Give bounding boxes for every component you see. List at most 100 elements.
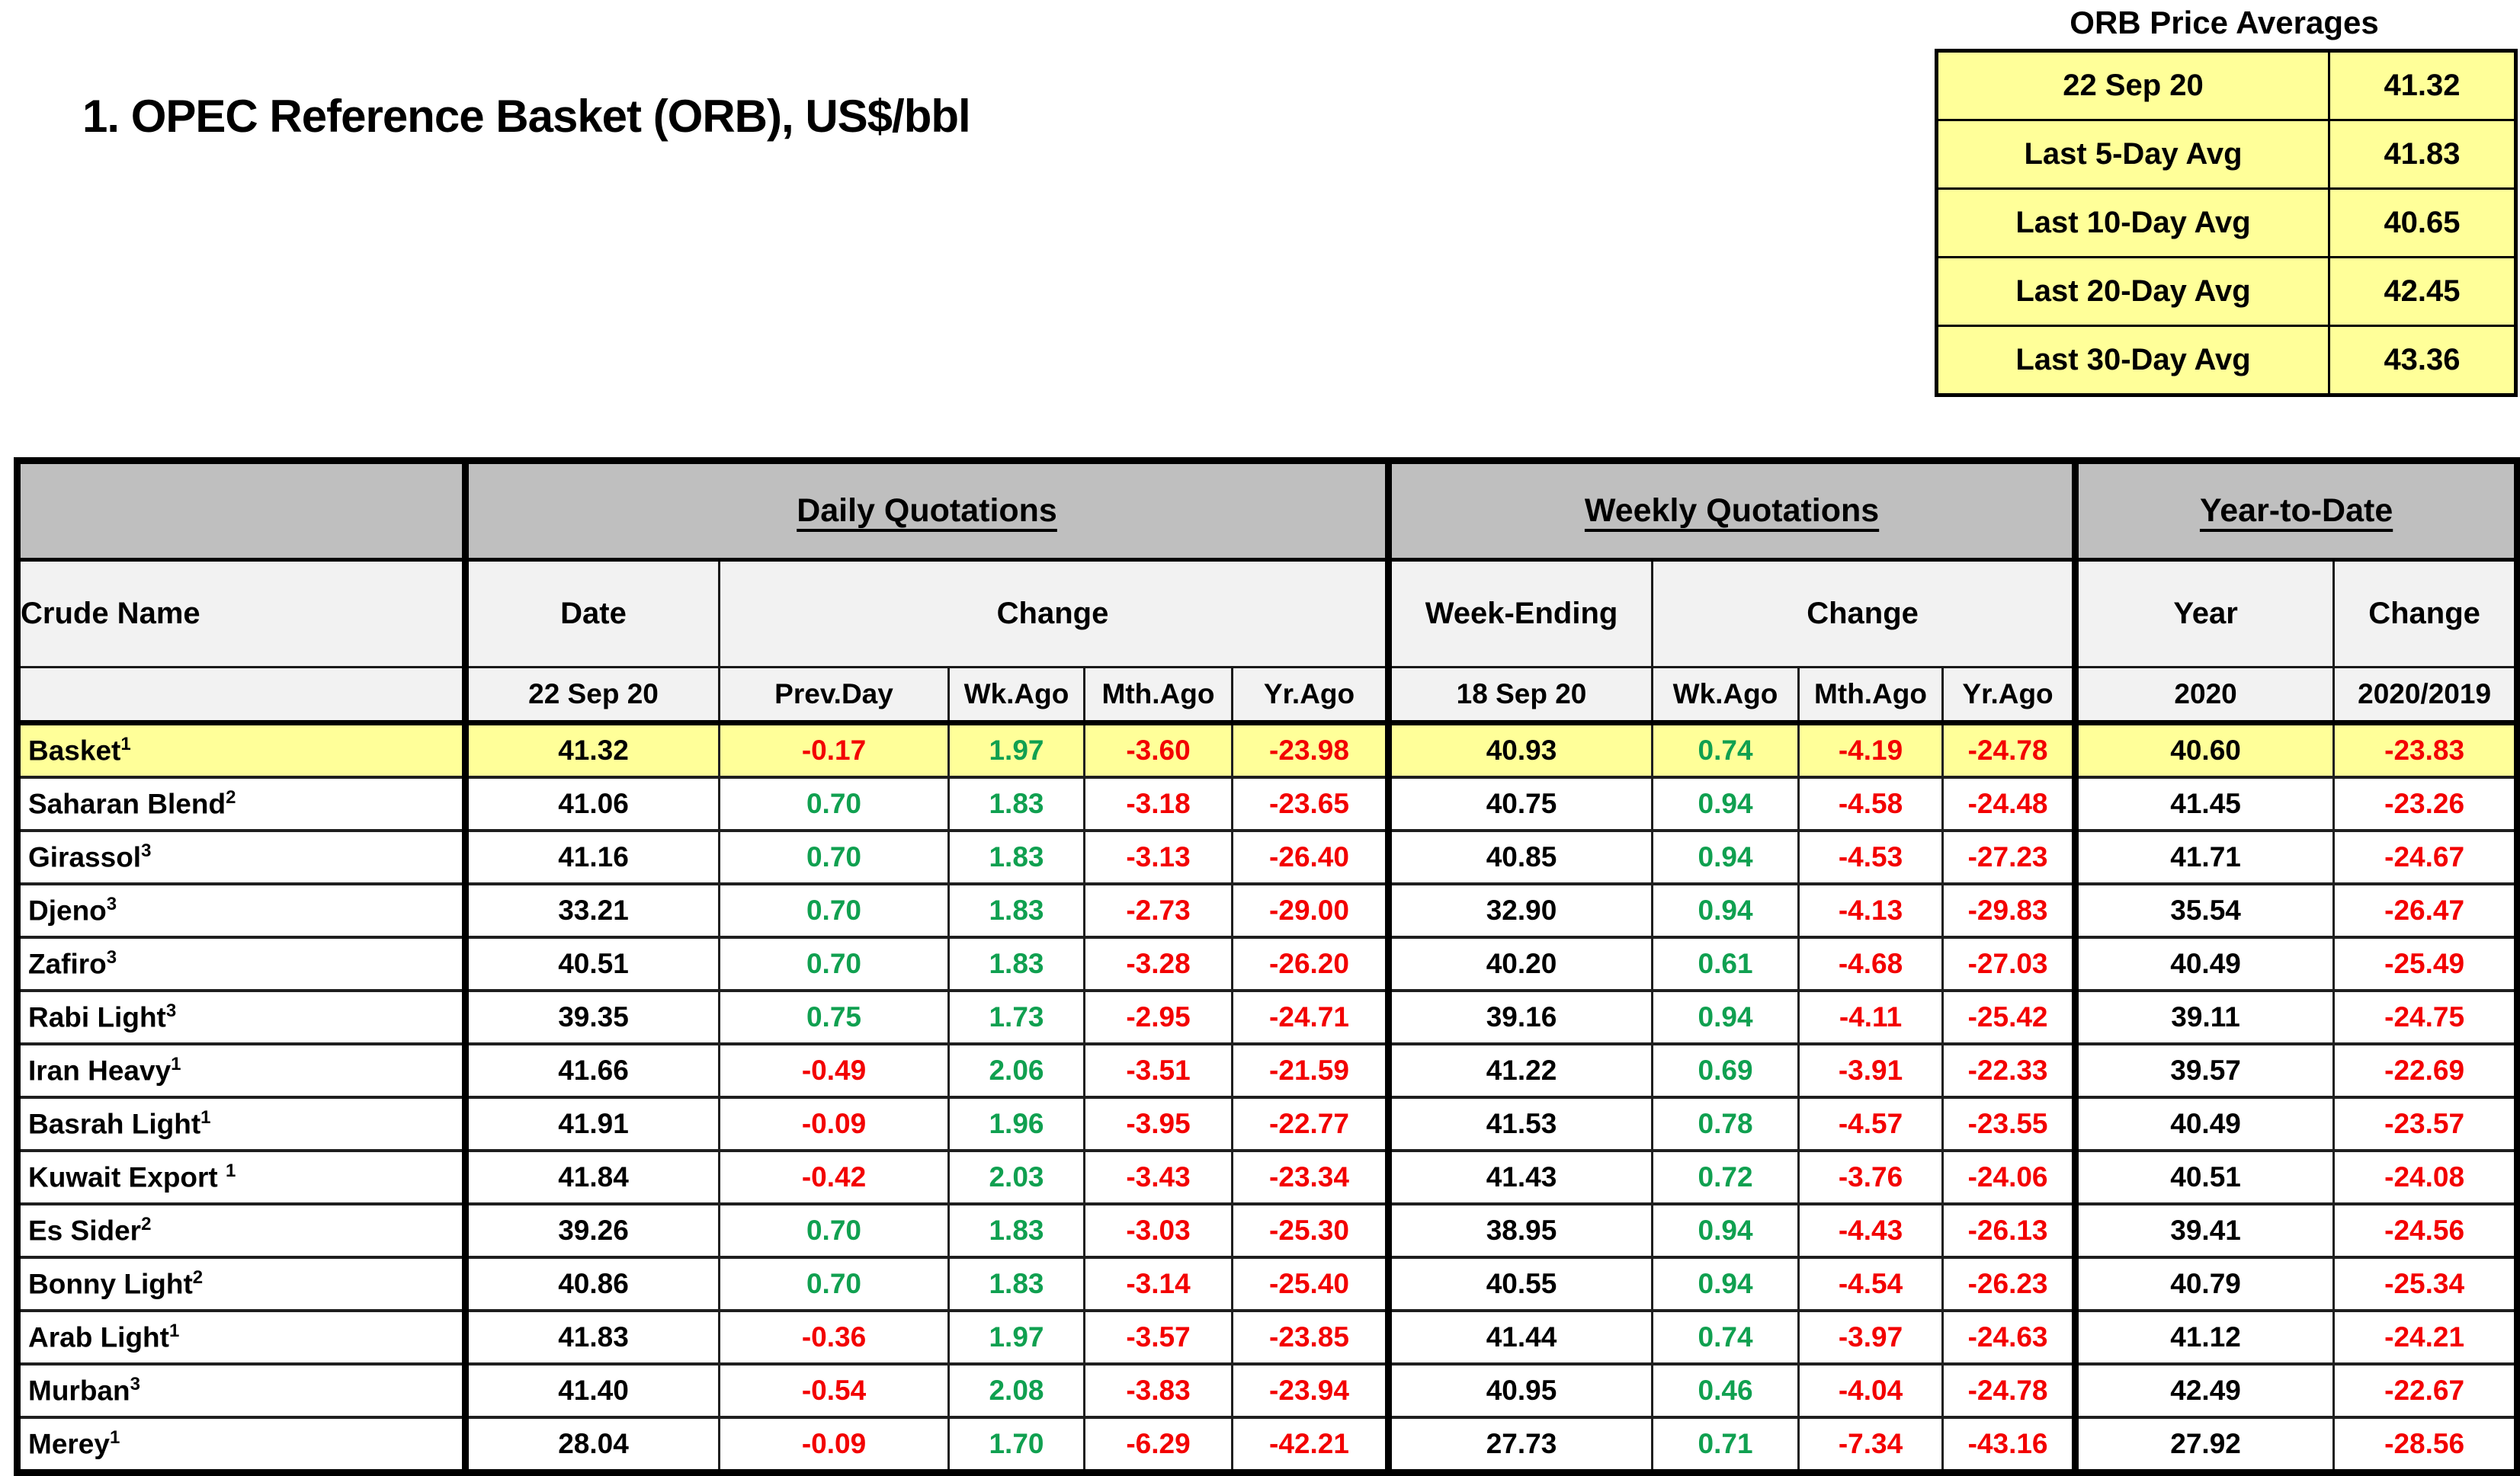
value-cell: -4.54 [1797,1256,1945,1312]
value-cell: 41.53 [1387,1096,1654,1152]
value-cell: 0.71 [1651,1416,1800,1474]
value-cell: -43.16 [1941,1416,2079,1474]
value-cell: -29.83 [1941,882,2079,939]
value-cell: 41.43 [1387,1149,1654,1205]
value-cell: 40.75 [1387,776,1654,832]
value-cell: -25.40 [1230,1256,1393,1312]
orb-price-averages-title: ORB Price Averages [2070,5,2379,40]
crude-name-cell: Kuwait Export 1 [16,1149,469,1205]
footnote-marker: 1 [171,1054,181,1075]
value-cell: -26.20 [1230,936,1393,992]
group-header-ytd: Year-to-Date [2074,459,2519,562]
sub-header-weekly-mth-ago: Mth.Ago [1797,666,1945,725]
value-cell: -0.42 [718,1149,950,1205]
value-cell: 39.16 [1387,989,1654,1045]
value-cell: 40.85 [1387,829,1654,885]
crude-name-cell: Basrah Light1 [16,1096,469,1152]
value-cell: -27.23 [1941,829,2079,885]
value-cell: -4.04 [1797,1362,1945,1419]
crude-name-cell: Iran Heavy1 [16,1042,469,1099]
value-cell: -3.95 [1083,1096,1233,1152]
value-cell: -2.95 [1083,989,1233,1045]
value-cell: -0.49 [718,1042,950,1099]
value-cell: 41.16 [464,829,720,885]
value-cell: 1.83 [947,1256,1085,1312]
sub-header-daily-wk-ago: Wk.Ago [947,666,1085,725]
sub-header-weekly-wk-ago: Wk.Ago [1651,666,1800,725]
sub-header-daily-date: 22 Sep 20 [464,666,720,725]
crude-name-cell: Es Sider2 [16,1202,469,1259]
value-cell: 41.71 [2074,829,2336,885]
value-cell: 41.32 [464,721,720,779]
avg-row: 22 Sep 20 41.32 [1935,50,2517,121]
value-cell: 0.94 [1651,1202,1800,1259]
footnote-marker: 3 [141,840,152,862]
footnote-marker: 1 [200,1107,211,1129]
col-header-crude-name: Crude Name [16,559,469,668]
value-cell: 1.83 [947,1202,1085,1259]
value-cell: 1.83 [947,882,1085,939]
value-cell: 0.70 [718,1256,950,1312]
value-cell: 0.46 [1651,1362,1800,1419]
page-title: 1. OPEC Reference Basket (ORB), US$/bbl [82,91,971,142]
value-cell: 2.03 [947,1149,1085,1205]
value-cell: -24.67 [2332,829,2519,885]
col-header-weekly-change: Change [1651,559,2079,668]
sub-header-weekly-yr-ago: Yr.Ago [1941,666,2079,725]
value-cell: -3.57 [1083,1309,1233,1366]
value-cell: 0.72 [1651,1149,1800,1205]
value-cell: -0.54 [718,1362,950,1419]
value-cell: -22.33 [1941,1042,2079,1099]
value-cell: 0.94 [1651,829,1800,885]
crude-name-cell: Merey1 [16,1416,469,1474]
value-cell: 32.90 [1387,882,1654,939]
sub-header-ytd-ratio: 2020/2019 [2332,666,2519,725]
avg-value: 40.65 [2328,187,2517,258]
value-cell: 0.70 [718,829,950,885]
sub-header-prev-day: Prev.Day [718,666,950,725]
value-cell: -4.53 [1797,829,1945,885]
orb-price-averages-table: 22 Sep 20 41.32 Last 5-Day Avg 41.83 Las… [1935,49,2518,397]
footnote-marker: 1 [120,734,131,755]
value-cell: -24.75 [2332,989,2519,1045]
footnote-marker: 2 [226,787,236,808]
value-cell: 40.86 [464,1256,720,1312]
value-cell: -3.43 [1083,1149,1233,1205]
value-cell: -3.91 [1797,1042,1945,1099]
value-cell: 1.73 [947,989,1085,1045]
value-cell: -21.59 [1230,1042,1393,1099]
value-cell: -23.83 [2332,721,2519,779]
value-cell: 41.91 [464,1096,720,1152]
footnote-marker: 1 [168,1321,180,1342]
value-cell: -23.65 [1230,776,1393,832]
value-cell: -3.03 [1083,1202,1233,1259]
value-cell: 2.08 [947,1362,1085,1419]
avg-row: Last 5-Day Avg 41.83 [1935,119,2517,190]
value-cell: -24.71 [1230,989,1393,1045]
footnote-marker: 1 [226,1161,236,1182]
value-cell: -3.13 [1083,829,1233,885]
value-cell: 40.60 [2074,721,2336,779]
value-cell: -3.28 [1083,936,1233,992]
sub-header-ytd-year: 2020 [2074,666,2336,725]
avg-label: 22 Sep 20 [1935,50,2330,121]
value-cell: 40.55 [1387,1256,1654,1312]
col-header-ytd-change: Change [2332,559,2519,668]
value-cell: 1.83 [947,829,1085,885]
value-cell: -28.56 [2332,1416,2519,1474]
footnote-marker: 3 [106,947,117,969]
avg-value: 42.45 [2328,256,2517,327]
value-cell: 39.41 [2074,1202,2336,1259]
value-cell: -23.55 [1941,1096,2079,1152]
value-cell: -22.67 [2332,1362,2519,1419]
crude-name-cell: Djeno3 [16,882,469,939]
value-cell: 41.45 [2074,776,2336,832]
value-cell: 0.74 [1651,721,1800,779]
value-cell: 1.97 [947,721,1085,779]
value-cell: -23.26 [2332,776,2519,832]
value-cell: 0.70 [718,776,950,832]
footnote-marker: 1 [109,1427,120,1449]
value-cell: 27.92 [2074,1416,2336,1474]
value-cell: 41.44 [1387,1309,1654,1366]
value-cell: 41.22 [1387,1042,1654,1099]
